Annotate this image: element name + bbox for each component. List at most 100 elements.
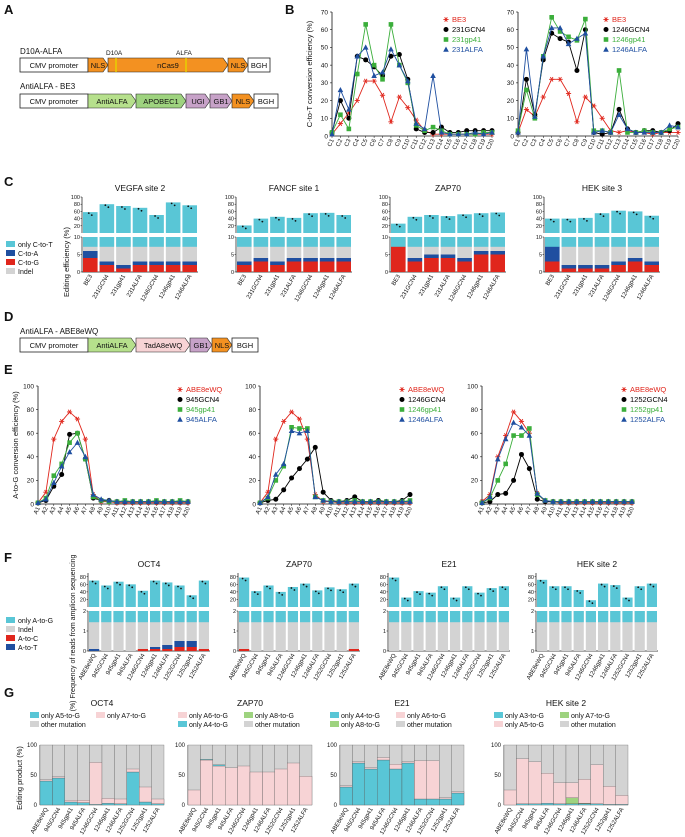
- y-tick-label: 0: [252, 501, 256, 508]
- data-point: [625, 130, 630, 135]
- bar-segment: [590, 764, 604, 804]
- construct-map: CMV promoter NLS nCas9 NLS BGH: [19, 57, 271, 73]
- x-tick-label: A5: [287, 506, 296, 516]
- y-tick-label: 100: [467, 383, 478, 390]
- bar-top: [303, 213, 318, 233]
- data-point: [566, 498, 572, 504]
- bar-indel: [150, 611, 161, 651]
- bar-top: [594, 213, 610, 233]
- x-tick-label: 231GCN4: [246, 273, 265, 300]
- bar-segment: [319, 258, 335, 262]
- y-tick-label: 100: [379, 195, 388, 201]
- bar-segment: [627, 261, 643, 272]
- data-point: [566, 34, 571, 40]
- bar-top-segment: [137, 611, 148, 623]
- bar-segment: [212, 765, 226, 806]
- data-point: [379, 69, 386, 75]
- data-dot: [269, 587, 271, 590]
- bar-segment: [126, 768, 140, 773]
- data-dot: [103, 585, 106, 588]
- y-tick-label: 100: [71, 195, 80, 201]
- data-point: [518, 451, 524, 457]
- x-tick-label: C12: [604, 138, 614, 151]
- legend-label: only A-to-G: [18, 618, 53, 625]
- y-tick-label: 60: [230, 582, 236, 588]
- data-point: [320, 489, 326, 495]
- bar-segment: [352, 761, 365, 764]
- bar-top: [440, 216, 456, 233]
- x-tick-label: A14: [578, 506, 588, 519]
- bar-segment: [503, 789, 517, 806]
- data-point: [438, 129, 445, 135]
- y-tick-label: 0: [383, 649, 386, 655]
- data-point: [129, 498, 136, 504]
- y-tick-label: 5: [231, 253, 234, 259]
- bar-segment: [364, 768, 378, 806]
- bar-chart: E2120406080012ABE8eWQ945GCN4945gp41945AL…: [378, 559, 510, 682]
- x-tick-label: BE3: [83, 273, 94, 286]
- bar-segment: [83, 251, 98, 258]
- data-point: [557, 36, 563, 42]
- x-tick-label: C18: [469, 138, 479, 151]
- bar-indel: [348, 611, 359, 651]
- bar-top-segment: [561, 237, 577, 247]
- data-point: [605, 498, 612, 504]
- bar-top-segment: [348, 611, 359, 623]
- bar-segment: [162, 645, 173, 649]
- y-tick-label: 20: [228, 224, 234, 230]
- bar-segment: [528, 761, 542, 804]
- data-point: [336, 498, 342, 504]
- x-tick-label: 231ALFA: [588, 274, 606, 298]
- x-tick-label: A6: [295, 506, 304, 516]
- bar-top-segment: [644, 237, 659, 247]
- x-tick-label: 231gp41: [418, 273, 435, 297]
- data-point: [388, 22, 394, 27]
- data-point: [289, 425, 294, 430]
- data-dot: [542, 581, 545, 584]
- bar-top-segment: [578, 237, 593, 247]
- data-point: [443, 17, 449, 22]
- data-dot: [131, 586, 134, 589]
- construct-part-label: UGI: [191, 97, 204, 106]
- y-tick-label: 60: [471, 431, 479, 438]
- legend-label: 231ALFA: [452, 45, 483, 54]
- bar-top-segment: [198, 611, 209, 623]
- x-tick-label: A13: [127, 506, 137, 519]
- bar-indel: [186, 611, 197, 651]
- x-tick-label: C10: [588, 138, 598, 151]
- data-point: [363, 57, 369, 63]
- y-tick-label: 60: [27, 431, 35, 438]
- construct-part: [135, 93, 187, 109]
- data-dot: [324, 212, 327, 215]
- bar-top-segment: [300, 611, 311, 623]
- data-point: [557, 24, 563, 31]
- construct-map: CMV promoter AntiALFA APOBEC1 UGI GB1 NLS BGH: [19, 93, 279, 109]
- data-point: [621, 387, 627, 392]
- bar-top-segment: [263, 611, 274, 623]
- x-tick-label: A14: [356, 506, 366, 519]
- star-stroke: [389, 119, 393, 125]
- panel-letter: E: [4, 362, 13, 377]
- data-point: [443, 37, 449, 42]
- bar-top-segment: [490, 237, 505, 247]
- data-dot: [290, 587, 293, 589]
- bar-top-segment: [101, 611, 112, 623]
- chart-title: E21: [441, 559, 456, 569]
- bar-segment: [52, 777, 65, 806]
- data-point: [74, 439, 81, 445]
- construct-part-label: CMV promoter: [30, 61, 79, 70]
- data-point: [296, 466, 302, 472]
- data-dot: [291, 217, 294, 220]
- data-point: [565, 91, 572, 96]
- bar-segment: [39, 780, 53, 806]
- x-tick-label: C7: [378, 138, 387, 148]
- legend-swatch: [330, 721, 339, 727]
- y-tick-label: 50: [330, 773, 337, 779]
- bar-segment: [162, 649, 173, 651]
- data-dot: [539, 579, 542, 582]
- bar-top-segment: [237, 237, 252, 247]
- bar-top: [457, 214, 472, 233]
- data-point: [589, 498, 596, 504]
